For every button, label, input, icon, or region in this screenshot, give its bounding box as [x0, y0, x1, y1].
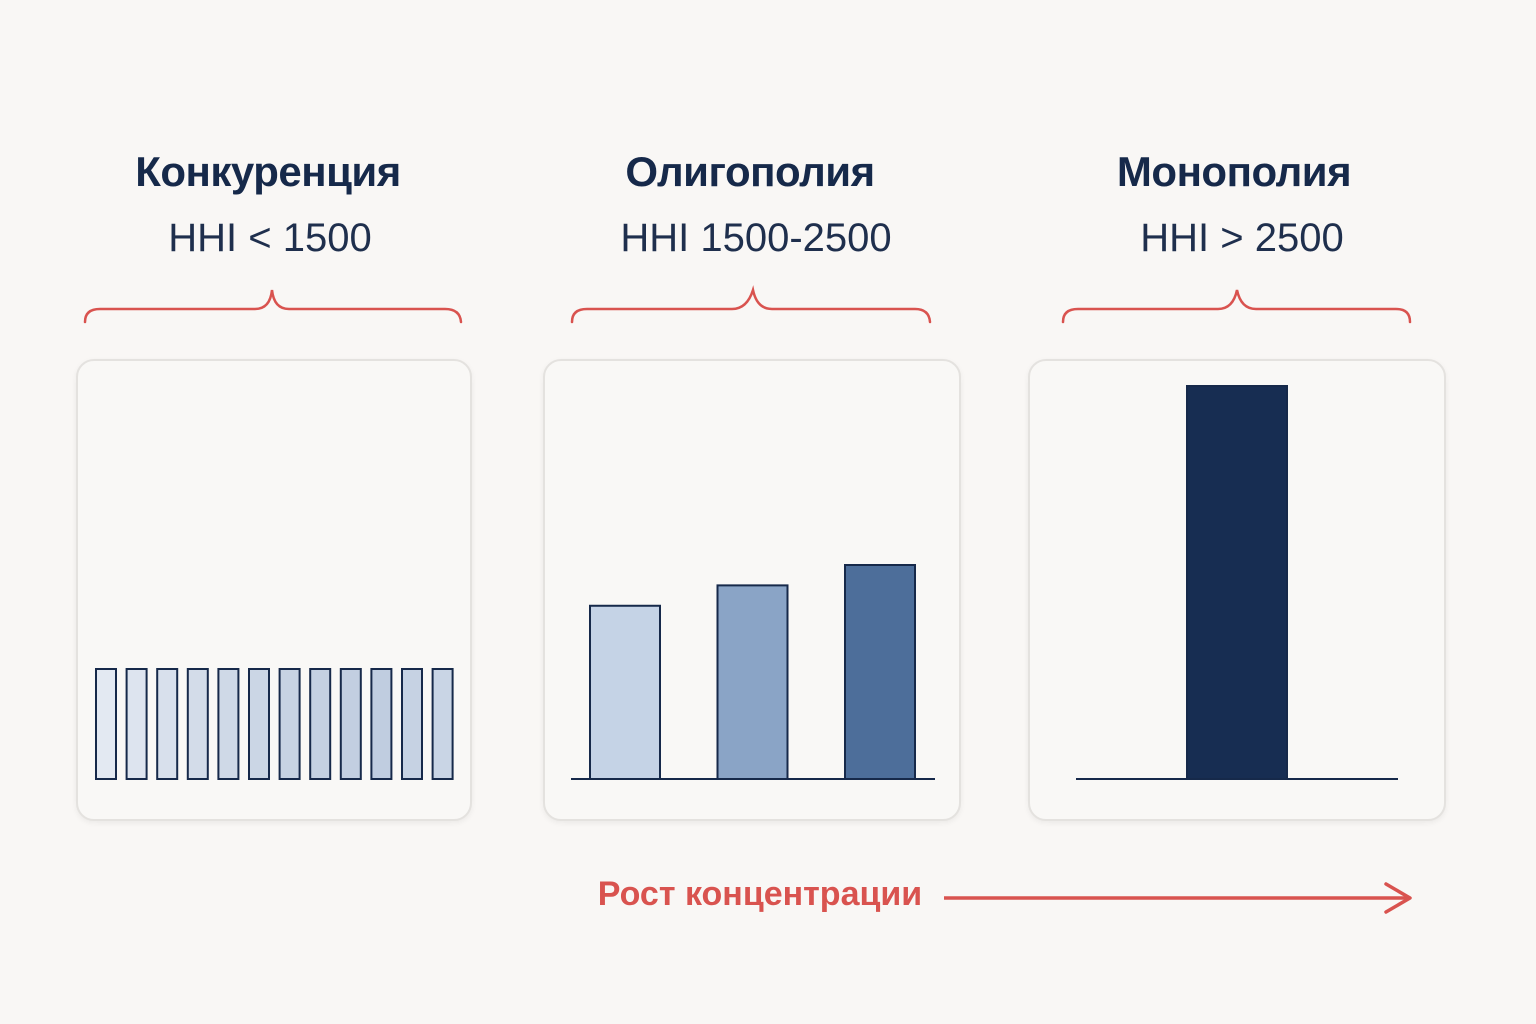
column-subtitle-monopoly: HHI > 2500 [1140, 216, 1344, 260]
brace-competition [83, 289, 463, 324]
chart-bar-8 [309, 668, 332, 780]
panel-oligopoly [543, 359, 961, 821]
chart-bar-3 [844, 564, 916, 780]
concentration-arrow [108, 882, 1412, 914]
column-title-monopoly: Монополия [1116, 148, 1352, 195]
chart-competition [95, 668, 454, 780]
column-subtitle-competition: HHI < 1500 [168, 216, 372, 260]
column-subtitle-oligopoly: HHI 1500-2500 [620, 216, 892, 260]
chart-bar-5 [217, 668, 240, 780]
brace-monopoly [1061, 289, 1412, 324]
chart-bar-10 [370, 668, 393, 780]
concentration-label: Рост концентрации [597, 875, 923, 913]
chart-bar-1 [589, 604, 661, 780]
column-title-oligopoly: Олигополия [625, 148, 875, 195]
panel-competition [76, 359, 472, 821]
chart-bar-6 [248, 668, 270, 780]
chart-bar-1 [1186, 385, 1288, 780]
chart-bar-7 [278, 668, 301, 780]
chart-bar-11 [401, 668, 423, 780]
chart-bar-1 [95, 668, 117, 780]
chart-bar-4 [186, 668, 209, 780]
brace-oligopoly [570, 285, 932, 324]
chart-bar-12 [431, 668, 454, 780]
chart-bar-2 [716, 584, 789, 780]
panel-monopoly [1028, 359, 1446, 821]
arrow-head-icon [1384, 882, 1412, 914]
chart-monopoly [1076, 385, 1398, 780]
chart-oligopoly [571, 564, 935, 780]
chart-bar-3 [156, 668, 179, 780]
column-title-competition: Конкуренция [135, 148, 401, 195]
chart-bar-2 [125, 668, 148, 780]
chart-bar-9 [339, 668, 362, 780]
